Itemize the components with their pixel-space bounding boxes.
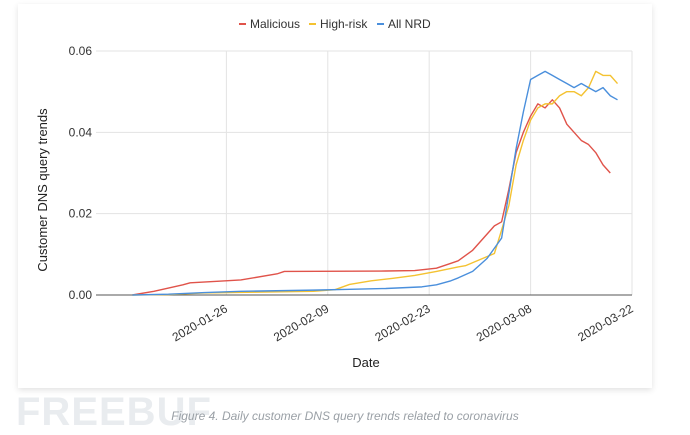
x-axis-title: Date — [352, 355, 379, 370]
y-axis-title: Customer DNS query trends — [35, 108, 50, 272]
y-tick-label: 0.00 — [69, 288, 93, 302]
x-tick-label: 2020-03-08 — [474, 301, 534, 344]
x-tick-label: 2020-03-22 — [575, 301, 635, 344]
series-line-high-risk — [132, 70, 619, 296]
x-tick-label: 2020-01-26 — [170, 301, 230, 344]
figure-caption: Figure 4. Daily customer DNS query trend… — [171, 409, 519, 423]
y-tick-label: 0.02 — [69, 207, 93, 221]
series-line-malicious — [132, 99, 611, 296]
legend-label: All NRD — [388, 17, 431, 31]
series-line-all-nrd — [132, 70, 618, 296]
legend-label: Malicious — [250, 17, 300, 31]
legend-label: High-risk — [320, 17, 368, 31]
x-tick-label: 2020-02-09 — [271, 301, 331, 344]
y-tick-label: 0.06 — [69, 44, 93, 58]
watermark-logo: FREEBUF — [16, 390, 212, 434]
chart-card — [18, 4, 652, 388]
chart-legend: Malicious High-risk All NRD — [239, 17, 431, 31]
y-tick-label: 0.04 — [69, 125, 93, 139]
x-tick-label: 2020-02-23 — [373, 301, 433, 344]
